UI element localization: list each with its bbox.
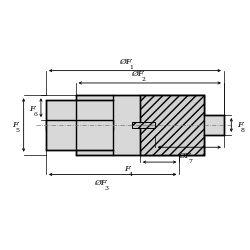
Text: 7: 7 (188, 159, 192, 164)
Text: F: F (124, 165, 130, 173)
Text: ØF: ØF (178, 152, 191, 160)
Text: 8: 8 (241, 128, 245, 133)
Bar (132, 122, 155, 128)
Text: 4: 4 (128, 172, 132, 177)
Bar (46, 120, 113, 150)
Bar (140, 95, 204, 155)
Text: 1: 1 (129, 65, 133, 70)
Text: ØF: ØF (94, 179, 106, 187)
Bar (204, 115, 224, 135)
Text: ØF: ØF (119, 58, 131, 66)
Text: 2: 2 (141, 77, 145, 82)
Text: 6: 6 (33, 112, 37, 117)
Text: F: F (237, 121, 243, 129)
Text: 3: 3 (104, 186, 108, 191)
Text: F: F (12, 121, 18, 129)
Text: F: F (30, 105, 35, 113)
Text: 5: 5 (16, 128, 20, 133)
Text: ØF: ØF (131, 70, 144, 78)
Bar (76, 95, 204, 155)
Bar (46, 100, 113, 130)
